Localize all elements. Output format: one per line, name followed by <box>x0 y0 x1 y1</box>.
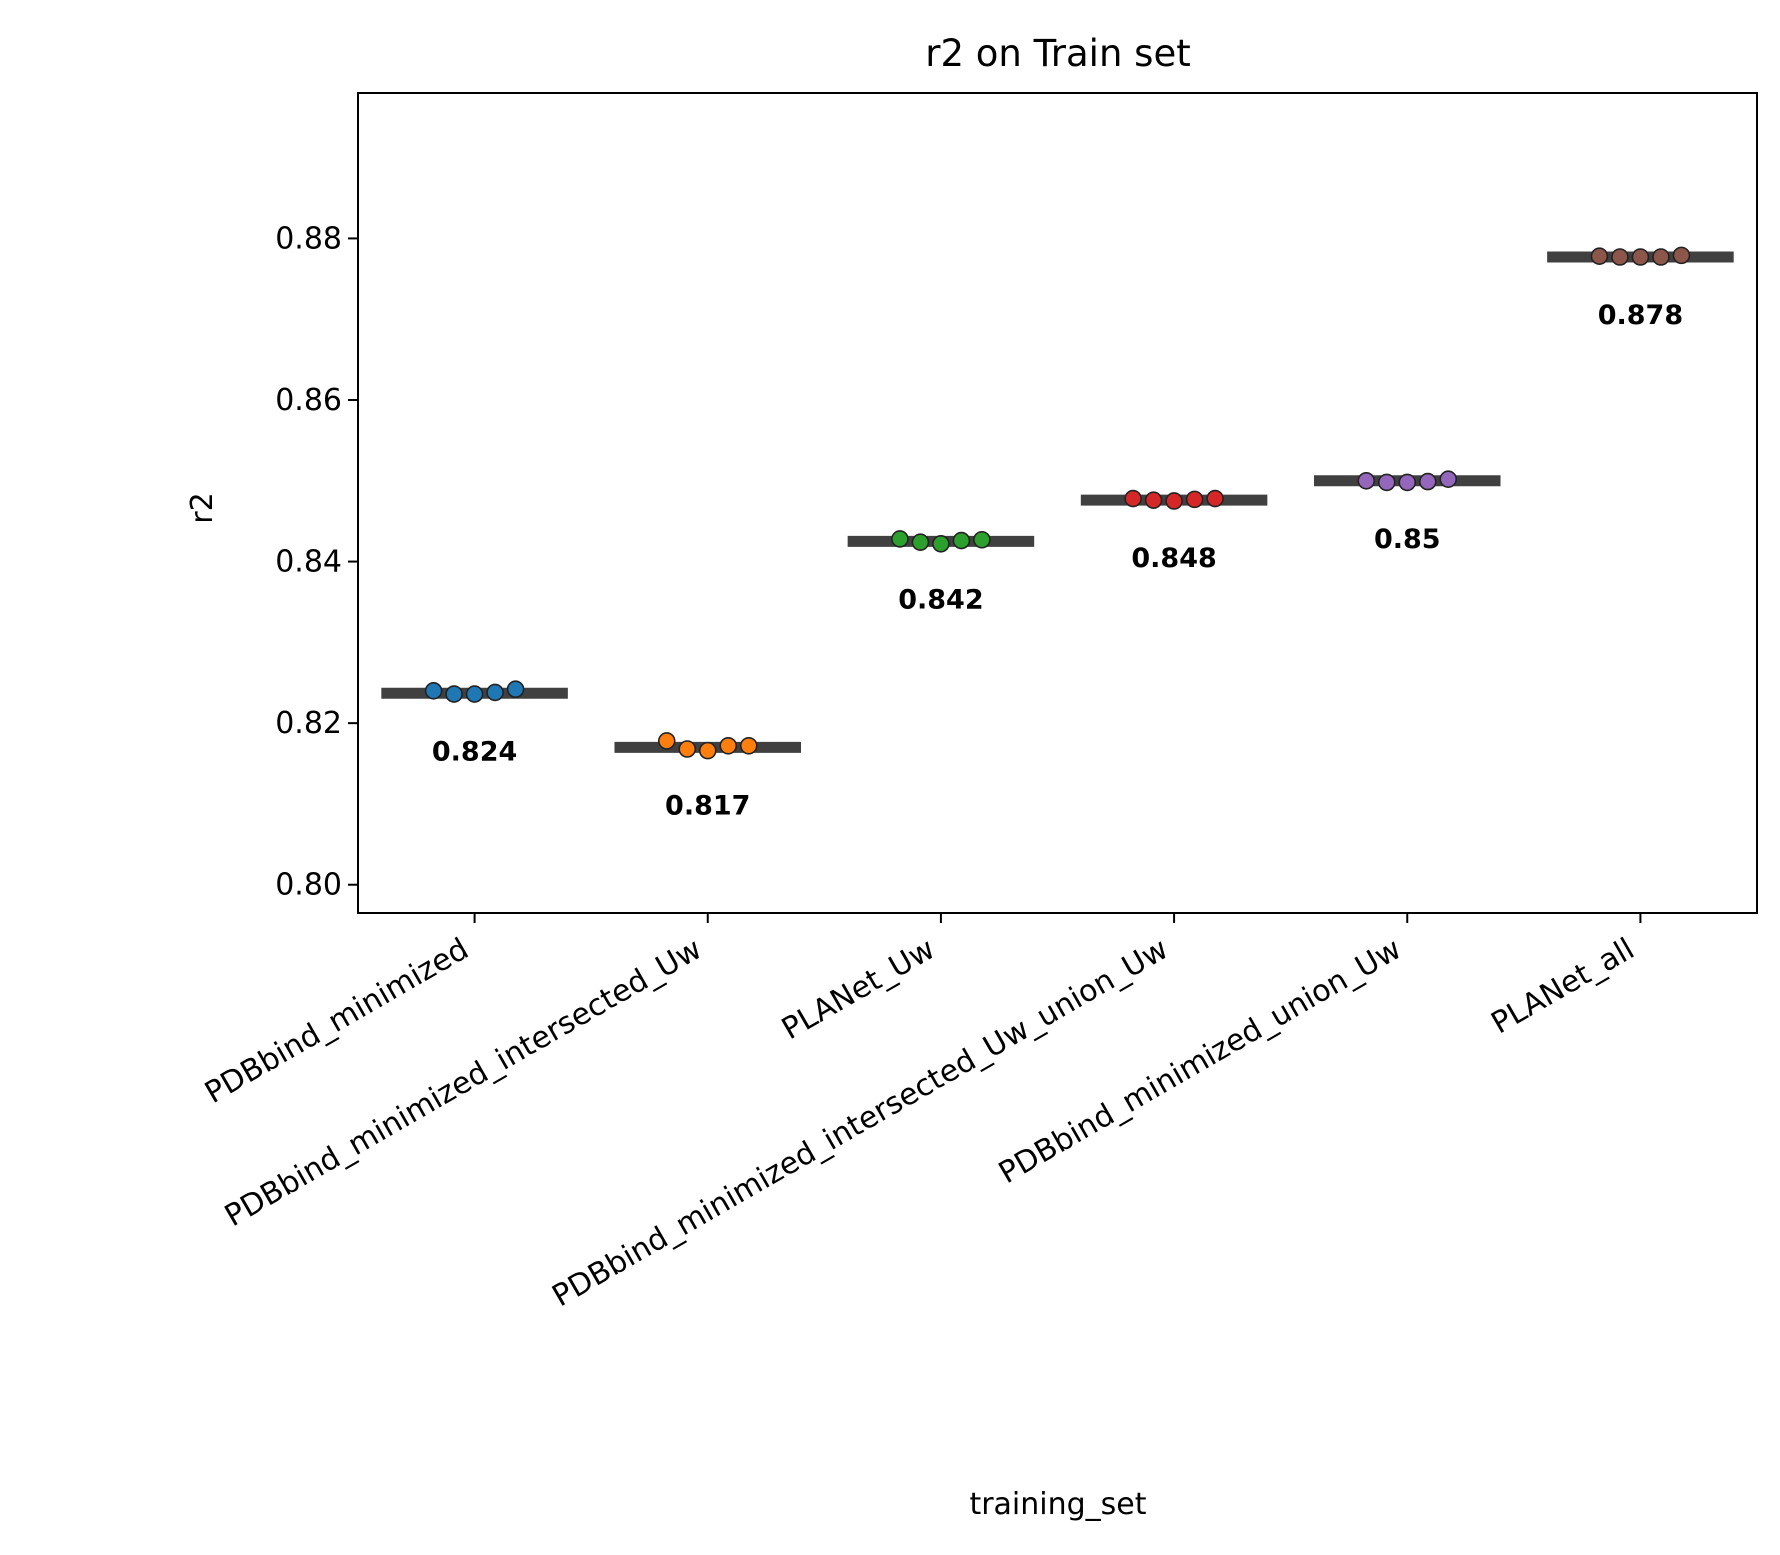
data-point <box>698 741 717 760</box>
data-point <box>445 685 463 703</box>
data-point <box>1611 248 1629 266</box>
data-point <box>465 685 484 703</box>
y-axis: 0.80 0.82 0.84 0.86 0.88 <box>275 221 358 903</box>
data-point <box>1206 489 1224 508</box>
data-point <box>952 531 971 550</box>
y-axis-label: r2 <box>185 492 220 523</box>
data-point <box>932 534 950 553</box>
y-tick-label: 0.80 <box>275 868 342 903</box>
data-point <box>973 530 991 549</box>
data-point <box>1165 492 1183 510</box>
data-point <box>1590 247 1609 265</box>
x-axis: PDBbind_minimizedPDBbind_minimized_inter… <box>199 913 1642 1314</box>
y-tick-label: 0.84 <box>275 545 342 580</box>
data-point <box>1398 473 1417 492</box>
data-point <box>1144 491 1163 509</box>
data-point <box>891 530 909 548</box>
data-point <box>1652 248 1670 266</box>
x-tick-label: PLANet_all <box>1485 932 1640 1042</box>
data-point <box>719 736 738 755</box>
x-tick-label: PLANet_Uw <box>776 932 941 1047</box>
data-point <box>1439 470 1458 488</box>
data-point <box>657 732 676 750</box>
data-point <box>911 533 930 551</box>
data-point <box>678 740 697 758</box>
chart-title: r2 on Train set <box>925 32 1190 75</box>
value-label: 0.817 <box>665 790 750 821</box>
data-point <box>506 680 525 699</box>
value-label: 0.878 <box>1598 300 1683 331</box>
data-point <box>424 682 443 700</box>
value-label: 0.842 <box>898 584 983 615</box>
data-point <box>1377 473 1396 492</box>
value-label: 0.848 <box>1131 543 1216 574</box>
x-axis-label: training_set <box>969 1487 1146 1522</box>
data-point <box>486 683 504 702</box>
value-label: 0.85 <box>1374 524 1441 555</box>
plot-area <box>357 92 1758 914</box>
plot-marks: 0.824 0.817 0.842 0.848 0.85 0.878 <box>381 246 1734 821</box>
data-point <box>1185 490 1204 509</box>
data-point <box>1418 472 1437 491</box>
data-point <box>1672 246 1691 265</box>
data-point <box>1124 489 1142 508</box>
y-tick-label: 0.86 <box>275 383 342 418</box>
value-label: 0.824 <box>432 736 517 767</box>
x-tick-label: PDBbind_minimized_intersected_Uw <box>219 932 708 1234</box>
data-point <box>1357 471 1376 490</box>
x-tick-label: PDBbind_minimized_union_Uw <box>993 932 1407 1191</box>
y-tick-label: 0.88 <box>275 221 342 256</box>
data-point <box>739 736 758 755</box>
data-point <box>1631 248 1650 266</box>
y-tick-label: 0.82 <box>275 706 342 741</box>
